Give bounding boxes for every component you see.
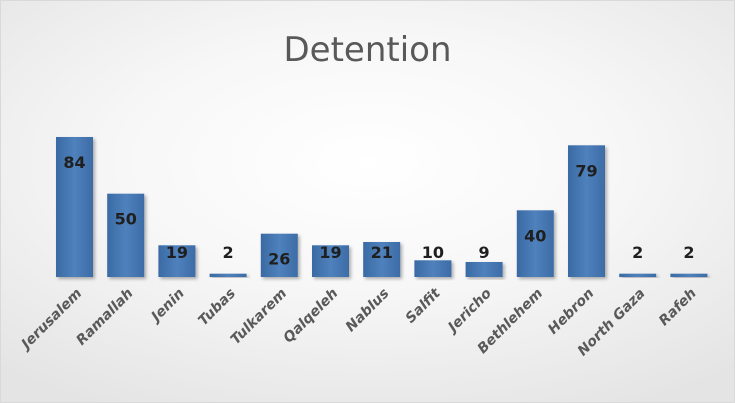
data-label-ramallah: 50: [115, 210, 137, 229]
data-label-jericho: 9: [479, 243, 490, 262]
data-label-north-gaza: 2: [632, 243, 643, 262]
bar-jerusalem: [56, 137, 93, 277]
bar-tubas: [209, 273, 247, 277]
data-label-hebron: 79: [575, 161, 597, 180]
data-label-jenin: 19: [166, 243, 188, 262]
tick-label-tulkarem: Tulkarem: [228, 286, 290, 348]
bar-rafeh: [670, 273, 708, 277]
bar-jenin: [158, 245, 196, 277]
bar-qalqeleh: [312, 245, 349, 277]
bar-tulkarem: [260, 233, 298, 277]
tick-label-jenin: Jenin: [146, 285, 187, 326]
tick-label-jerusalem: Jerusalem: [17, 286, 86, 355]
data-label-tulkarem: 26: [268, 250, 290, 269]
bar-north-gaza: [619, 273, 657, 277]
tick-label-jericho: Jericho: [443, 285, 495, 337]
tick-label-hebron: Hebron: [545, 285, 597, 337]
bar-nablus: [363, 242, 401, 277]
data-label-bethlehem: 40: [524, 226, 546, 245]
bar-salfit: [414, 260, 452, 277]
tick-label-qalqeleh: Qalqeleh: [281, 286, 342, 347]
bar-bethlehem: [516, 210, 554, 277]
bar-hebron: [568, 145, 605, 277]
bar-ramallah: [107, 193, 145, 277]
tick-label-rafeh: Rafeh: [656, 285, 700, 329]
data-label-jerusalem: 84: [63, 153, 85, 172]
chart-title: Detention: [283, 30, 452, 70]
data-label-tubas: 2: [223, 243, 234, 262]
data-label-salfit: 10: [422, 243, 444, 262]
data-label-nablus: 21: [371, 243, 393, 262]
data-label-qalqeleh: 19: [319, 243, 341, 262]
tick-label-salfit: Salfit: [403, 285, 445, 327]
tick-label-tubas: Tubas: [195, 286, 238, 329]
tick-label-nablus: Nablus: [343, 286, 393, 336]
data-label-rafeh: 2: [683, 243, 694, 262]
bar-jericho: [465, 262, 503, 277]
